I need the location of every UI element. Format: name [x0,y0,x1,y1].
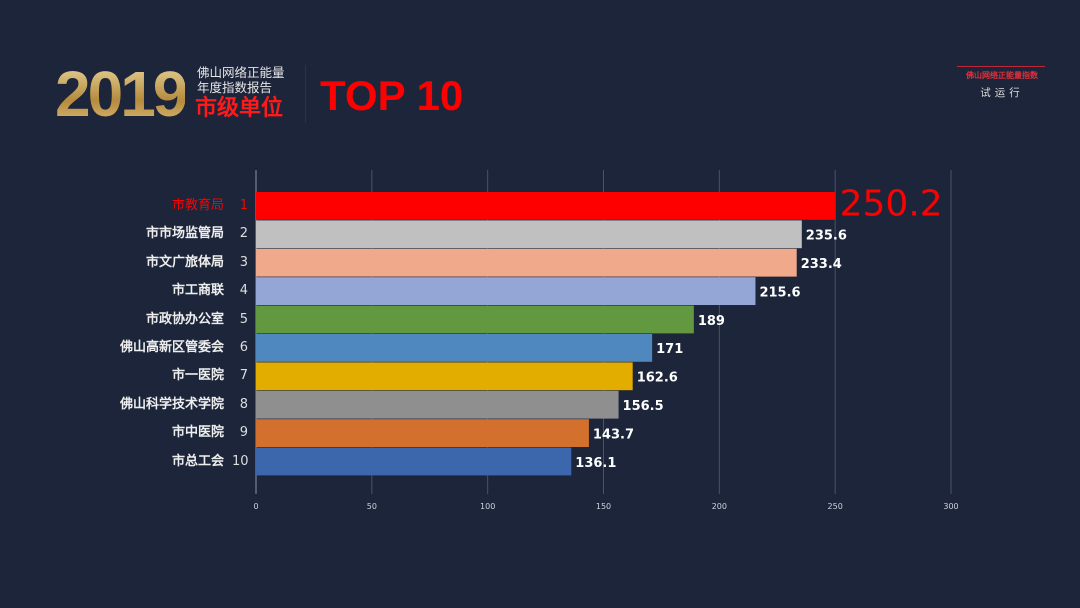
bar [256,419,589,447]
category-label: 市总工会 [171,453,224,469]
bar [256,362,633,391]
x-tick-label: 300 [943,502,958,511]
rank-label: 6 [239,340,248,355]
category-label: 市市场监管局 [145,226,224,242]
subtitle-line3: 市级单位 [195,96,284,121]
rank-label: 2 [239,226,248,242]
category-label: 市文广旅体局 [145,254,224,270]
rank-label: 8 [239,396,248,412]
subtitle-line2: 年度指数报告 [197,80,273,95]
category-label: 佛山科学技术学院 [119,396,224,412]
category-label: 佛山高新区管委会 [119,340,224,355]
bar [256,305,694,334]
rank-label: 1 [239,198,248,213]
value-label: 156.5 [623,399,664,414]
value-label: 189 [698,314,725,329]
x-tick-label: 250 [828,502,843,511]
category-label: 市教育局 [171,198,224,213]
value-label: 235.6 [806,229,847,244]
rank-label: 4 [239,283,248,299]
right-divider [957,66,1045,67]
x-tick-label: 50 [367,502,377,511]
category-label: 市中医院 [171,425,224,441]
rank-label: 7 [239,368,248,384]
category-label: 市政协办公室 [145,311,224,327]
x-tick-label: 150 [596,502,611,511]
trial-run-label: 试运行 [980,87,1024,99]
top10-title: TOP 10 [320,72,464,119]
category-label: 市一医院 [171,368,224,384]
index-title: 佛山网络正能量指数 [966,71,1038,80]
bar [256,390,619,419]
value-label: 162.6 [637,371,678,386]
subtitle-line1: 佛山网络正能量 [197,65,285,80]
year-logo: 2019 [55,58,188,130]
rank-label: 5 [239,311,248,327]
value-label: 136.1 [575,456,616,471]
bar [256,220,802,249]
header-divider [305,65,306,123]
rank-label: 10 [232,453,249,469]
rank-label: 3 [239,254,248,270]
value-label: 215.6 [759,285,800,300]
x-tick-label: 200 [712,502,727,511]
value-label: 233.4 [801,257,842,272]
bar [256,447,572,476]
bar [256,334,653,362]
rank-label: 9 [239,425,248,441]
bar [256,277,756,305]
x-tick-label: 0 [253,502,258,511]
bar [256,192,836,220]
x-tick-label: 100 [480,502,495,511]
bar [256,248,797,277]
value-label: 143.7 [593,427,634,442]
category-label: 市工商联 [171,283,224,299]
value-label: 171 [656,342,683,357]
value-label: 250.2 [840,183,943,224]
